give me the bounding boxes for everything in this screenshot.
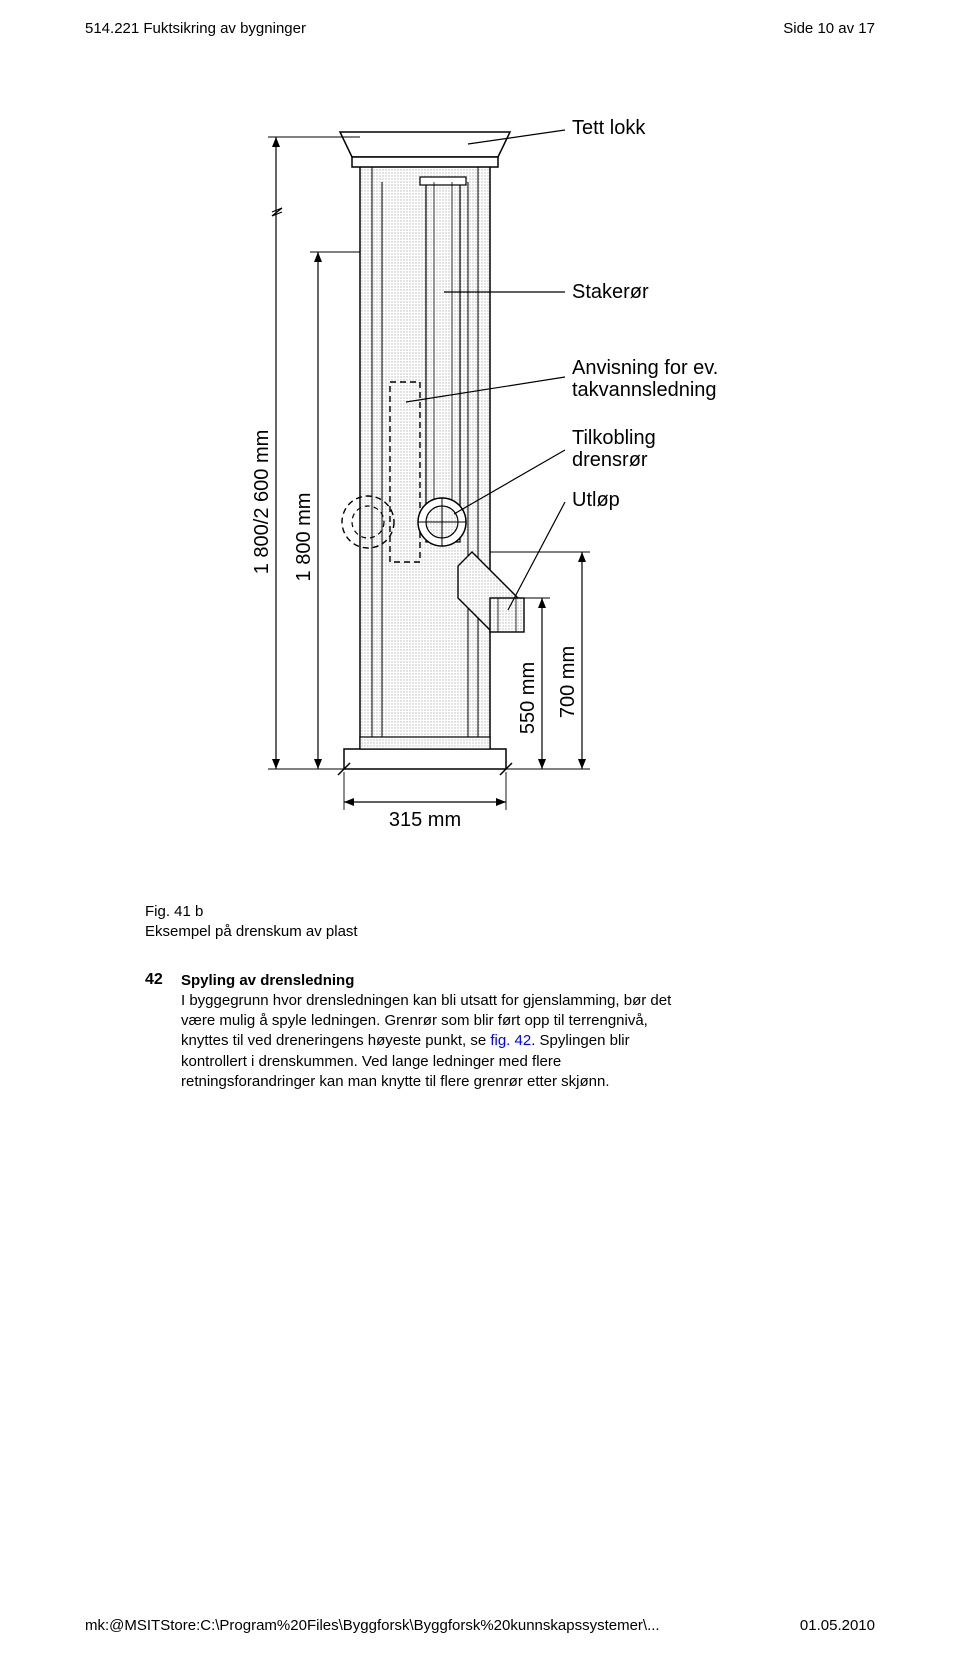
figure-label: Fig. 41 b: [145, 902, 875, 922]
footer-left: mk:@MSITStore:C:\Program%20Files\Byggfor…: [85, 1617, 660, 1634]
section-body: Spyling av drensledning I byggegrunn hvo…: [181, 971, 675, 1093]
section-title: Spyling av drensledning: [181, 972, 354, 989]
label-tilkobling-2: drensrør: [572, 449, 648, 471]
dim-4: 700 mm: [557, 646, 579, 718]
figure-link[interactable]: fig. 42: [490, 1032, 531, 1049]
figure-text: Eksempel på drenskum av plast: [145, 922, 875, 942]
header-right: Side 10 av 17: [783, 20, 875, 37]
label-tett-lokk: Tett lokk: [572, 117, 646, 139]
label-tilkobling-1: Tilkobling: [572, 427, 656, 449]
label-anvisning-1: Anvisning for ev.: [572, 357, 718, 379]
label-utlop: Utløp: [572, 489, 620, 511]
label-anvisning-2: takvannsledning: [572, 379, 717, 401]
dim-1: 1 800/2 600 mm: [251, 430, 273, 575]
section-number: 42: [145, 971, 181, 1093]
dim-3: 550 mm: [517, 662, 539, 734]
footer-right: 01.05.2010: [800, 1617, 875, 1634]
drenskum-diagram: Tett lokk Stakerør Anvisning for ev. tak…: [220, 82, 740, 862]
label-stakeror: Stakerør: [572, 281, 649, 303]
dim-2: 1 800 mm: [293, 493, 315, 582]
header-left: 514.221 Fuktsikring av bygninger: [85, 20, 306, 37]
dim-5: 315 mm: [389, 809, 461, 831]
